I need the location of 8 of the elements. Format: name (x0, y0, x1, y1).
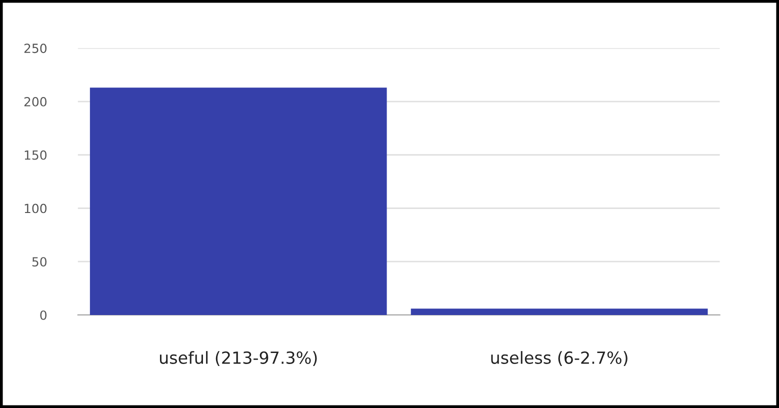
y-tick-label: 100 (24, 204, 47, 214)
x-tick-label: useful (213-97.3%) (160, 351, 317, 366)
y-tick-label: 200 (24, 96, 47, 106)
x-tick-label: useless (6-2.7%) (491, 351, 628, 366)
y-tick-label: 0 (40, 310, 47, 320)
y-tick-label: 250 (24, 44, 47, 54)
y-tick-label: 50 (32, 257, 47, 267)
y-tick-label: 150 (24, 150, 47, 160)
